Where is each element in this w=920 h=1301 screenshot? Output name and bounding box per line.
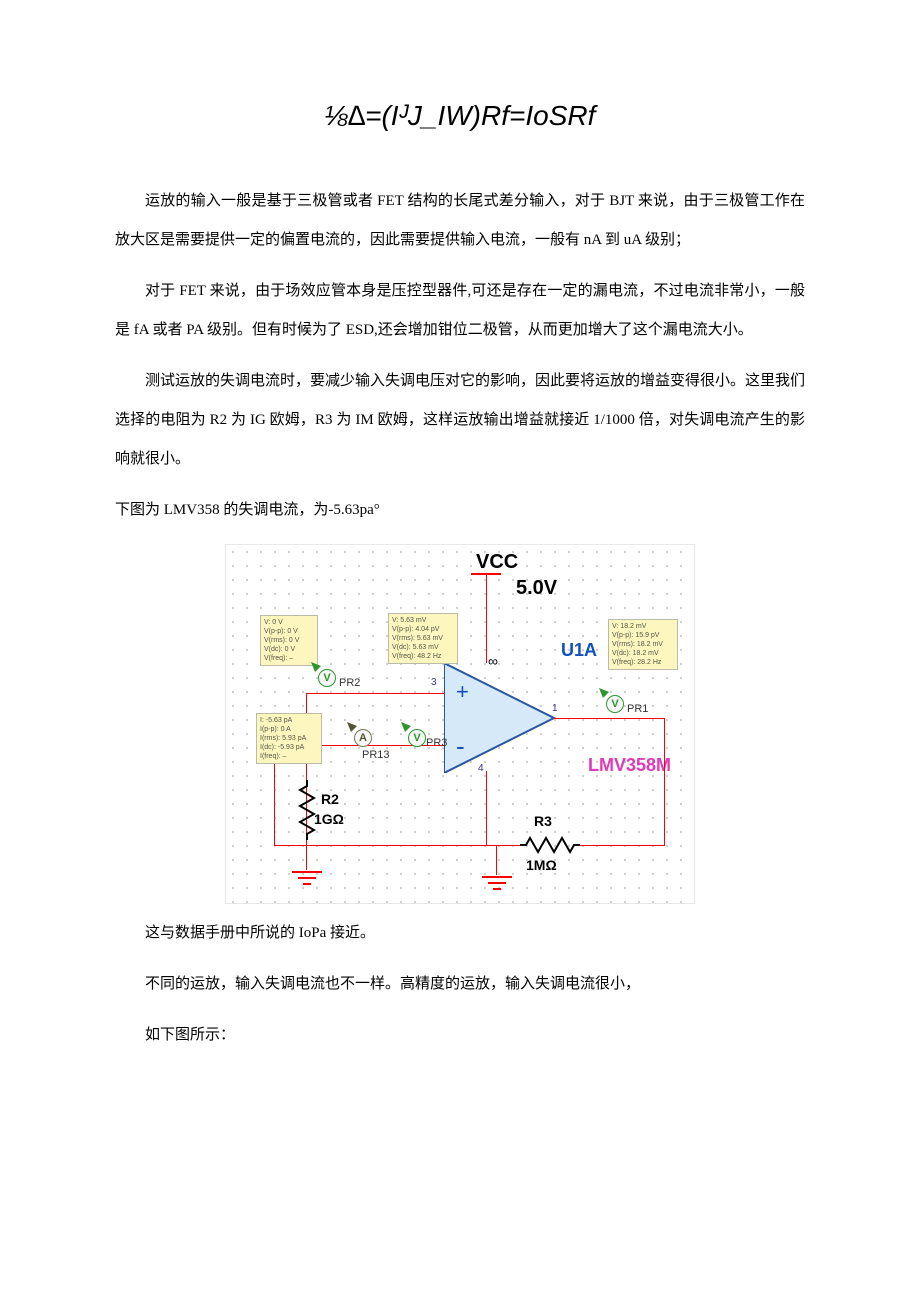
probe-v-pr2-arrow [311, 662, 325, 676]
paragraph-1: 运放的输入一般是基于三极管或者 FET 结构的长尾式差分输入，对于 BJT 来说… [115, 182, 805, 260]
chip-part: LMV358M [588, 755, 671, 776]
paragraph-5: 这与数据手册中所说的 IoPa 接近。 [115, 914, 805, 953]
wire-vee [486, 771, 487, 846]
infinity-label: ∞ [488, 653, 498, 669]
probe-tip-1: V: 0 VV(p-p): 0 VV(rms): 0 VV(dc): 0 VV(… [260, 615, 318, 666]
wire-out-down [664, 718, 665, 845]
ground-left-icon [292, 870, 322, 888]
paragraph-7: 如下图所示： [115, 1016, 805, 1055]
wire-gnd-stem [496, 845, 497, 875]
resistor-r2-icon [298, 780, 316, 840]
pin-1: 1 [552, 703, 558, 714]
r2-name: R2 [321, 791, 339, 807]
probe-pr3-label: PR3 [426, 737, 447, 749]
r3-value: 1MΩ [526, 857, 557, 873]
resistor-r3-icon [520, 836, 580, 854]
r3-name: R3 [534, 813, 552, 829]
probe-pr13-label: PR13 [362, 749, 390, 761]
svg-text:+: + [456, 679, 469, 704]
probe-pr2-label: PR2 [339, 677, 360, 689]
probe-tip-4: I: -5.63 pAI(p-p): 0 AI(rms): 5.93 pAI(d… [256, 713, 322, 764]
opamp-icon: + - [444, 663, 559, 773]
chip-ref: U1A [561, 640, 597, 661]
vcc-voltage: 5.0V [516, 577, 557, 600]
ground-icon [482, 875, 512, 893]
probe-v-pr3-arrow [401, 722, 415, 736]
circuit-diagram: VCC 5.0V + - ∞ U1A LMV358M 3 4 1 [225, 544, 695, 904]
wire-plus-in [306, 693, 444, 694]
probe-a-pr13-arrow [347, 722, 361, 736]
wire-vcc [486, 573, 487, 663]
probe-v-pr1-arrow [599, 688, 613, 702]
pin-3: 3 [431, 677, 437, 688]
wire-bottom-right [580, 845, 665, 846]
probe-tip-3: V: 18.2 mVV(p-p): 15.9 pVV(rms): 18.2 mV… [608, 619, 678, 670]
wire-r2-bot [306, 840, 307, 870]
pin-4: 4 [478, 763, 484, 774]
circuit-canvas: VCC 5.0V + - ∞ U1A LMV358M 3 4 1 [225, 544, 695, 904]
probe-tip-2: V: 5.63 mVV(p-p): 4.04 pVV(rms): 5.63 mV… [388, 613, 458, 664]
formula-heading: ⅛∆=(IᴶJ_IW)Rf=IoSRf [115, 100, 805, 132]
wire-output [554, 718, 664, 719]
r2-value: 1GΩ [314, 811, 344, 827]
paragraph-6: 不同的运放，输入失调电流也不一样。高精度的运放，输入失调电流很小， [115, 965, 805, 1004]
paragraph-4: 下图为 LMV358 的失调电流，为-5.63pa° [115, 491, 805, 530]
svg-text:-: - [456, 731, 465, 761]
paragraph-3: 测试运放的失调电流时，要减少输入失调电压对它的影响，因此要将运放的增益变得很小。… [115, 362, 805, 479]
paragraph-2: 对于 FET 来说，由于场效应管本身是压控型器件,可还是存在一定的漏电流，不过电… [115, 272, 805, 350]
vcc-label: VCC [476, 551, 518, 574]
wire-bottom-left [274, 845, 520, 846]
probe-pr1-label: PR1 [627, 703, 648, 715]
vcc-bar [471, 573, 501, 575]
